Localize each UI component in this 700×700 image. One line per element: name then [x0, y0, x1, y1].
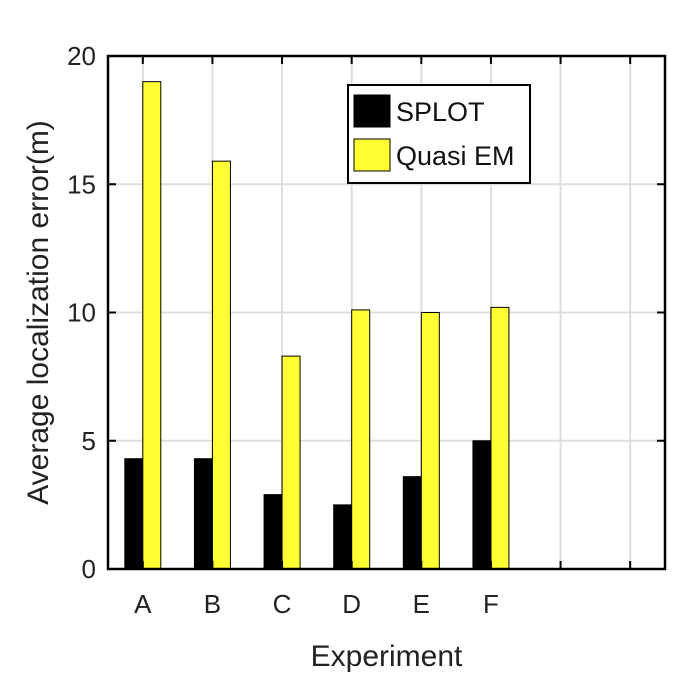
- plot-frame: [106, 54, 667, 571]
- y-tick-label-5: 5: [82, 426, 96, 456]
- bar-splot-b: [193, 458, 213, 570]
- bar-splot-d: [333, 504, 353, 570]
- y-axis-label: Average localization error(m): [22, 120, 55, 505]
- y-tick-label-20: 20: [67, 41, 96, 71]
- legend-swatch-quasi-em: [353, 138, 391, 172]
- legend-label-splot: SPLOT: [396, 97, 485, 127]
- bar-quasi-em-d: [351, 309, 371, 570]
- y-tick-label-15: 15: [67, 169, 96, 199]
- bar-quasi-em-e: [420, 312, 440, 570]
- y-tick-label-10: 10: [67, 298, 96, 328]
- x-tick-label-a: A: [134, 589, 152, 619]
- x-tick-label-e: E: [413, 589, 430, 619]
- bar-quasi-em-b: [211, 160, 231, 570]
- bar-splot-f: [472, 440, 492, 570]
- legend: SPLOT Quasi EM: [347, 84, 531, 184]
- bar-splot-c: [263, 494, 283, 570]
- bar-splot-e: [402, 476, 422, 570]
- legend-swatch-splot: [353, 94, 391, 128]
- axis-ticks: 0 5 10 15 20 A B C D E F: [67, 41, 665, 619]
- x-tick-label-c: C: [273, 589, 292, 619]
- x-tick-label-d: D: [342, 589, 361, 619]
- bar-quasi-em-c: [281, 355, 301, 570]
- bar-quasi-em-f: [490, 306, 510, 570]
- bar-quasi-em-a: [142, 81, 162, 570]
- x-axis-label: Experiment: [311, 640, 463, 673]
- bar-splot-a: [124, 458, 144, 570]
- y-tick-label-0: 0: [82, 554, 96, 584]
- x-tick-label-b: B: [204, 589, 221, 619]
- x-tick-label-f: F: [483, 589, 499, 619]
- bars: [124, 81, 510, 570]
- legend-label-quasi-em: Quasi EM: [396, 141, 515, 171]
